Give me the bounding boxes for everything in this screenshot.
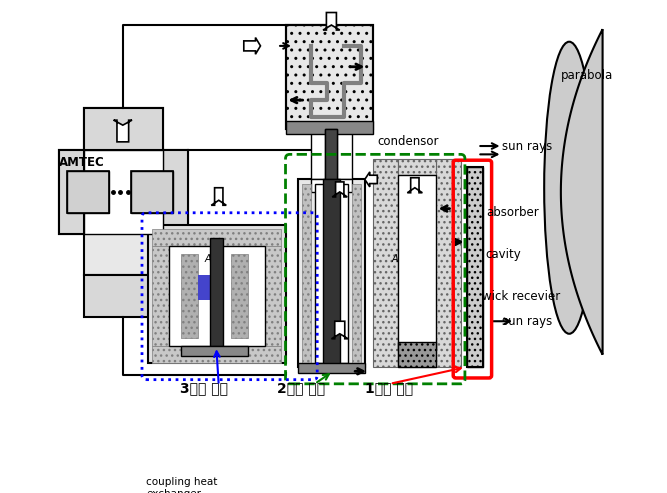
Polygon shape [561,29,602,354]
Text: 2차년 범위: 2차년 범위 [277,381,325,395]
Polygon shape [331,321,348,339]
Bar [352,183,361,363]
Bar [148,225,285,363]
Bar [398,159,436,175]
Bar [152,229,281,246]
Text: A: A [205,254,211,264]
Bar [398,175,436,351]
Bar [265,246,281,346]
Ellipse shape [544,42,594,334]
Bar [467,167,484,367]
Bar [285,121,373,134]
Bar [298,363,365,373]
Bar [398,342,436,367]
Text: sun rays: sun rays [502,315,553,328]
Bar [315,183,348,363]
Bar [436,159,461,367]
Bar [302,183,311,363]
Bar [285,25,373,129]
Bar [298,179,365,367]
Polygon shape [365,172,378,187]
Bar [131,171,173,213]
Bar [163,150,188,234]
Polygon shape [332,182,348,197]
Text: coupling heat
exchanger: coupling heat exchanger [146,477,217,493]
Bar [83,150,163,234]
Bar [467,167,484,367]
Text: A: A [392,254,398,264]
Text: absorber: absorber [486,206,538,219]
Bar [59,150,188,234]
Bar [131,171,173,213]
Text: 1차년 범위: 1차년 범위 [365,381,413,395]
Bar [231,254,248,338]
Bar [373,159,398,367]
Bar [325,129,338,179]
Text: parabola: parabola [561,69,613,82]
Text: sun rays: sun rays [502,140,553,152]
Bar [311,129,352,179]
Text: AMTEC: AMTEC [59,156,104,169]
Bar [83,108,163,276]
Bar [285,25,373,129]
Bar [67,171,109,213]
Bar [398,351,436,367]
Polygon shape [211,188,226,205]
Bar [83,276,163,317]
Text: wick recevier: wick recevier [482,290,560,303]
Bar [169,246,265,346]
Bar [181,254,198,338]
Polygon shape [408,178,422,193]
Bar [152,346,281,363]
Bar [83,108,163,150]
Polygon shape [113,120,132,142]
Bar [152,246,169,346]
Text: 3차년 범위: 3차년 범위 [179,381,227,395]
Polygon shape [244,37,261,54]
Bar [210,238,223,346]
Text: cavity: cavity [486,248,522,261]
Bar [325,129,338,179]
Text: condensor: condensor [378,136,439,148]
Bar [323,179,340,371]
Bar [198,276,210,300]
Bar [59,150,83,234]
Polygon shape [323,12,340,30]
Bar [67,171,109,213]
Bar [181,346,248,356]
Bar [311,179,352,192]
